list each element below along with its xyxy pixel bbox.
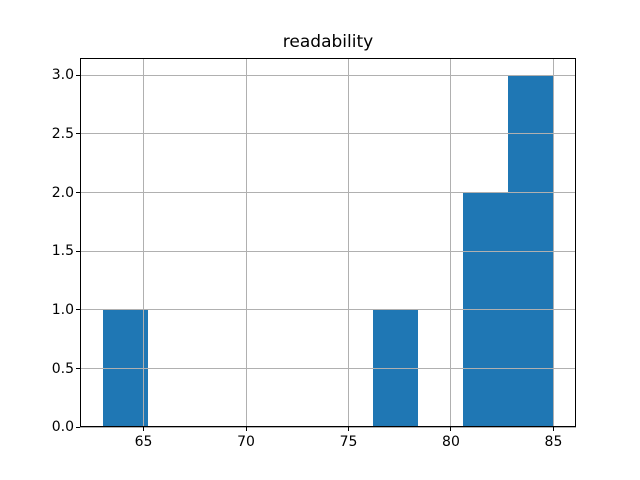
x-tick-label: 70 <box>237 434 255 451</box>
x-tick <box>347 427 349 432</box>
gridline-horizontal <box>80 192 576 194</box>
x-tick-label: 80 <box>442 434 460 451</box>
y-tick <box>76 192 80 194</box>
x-tick <box>450 427 452 432</box>
y-tick-label: 3.0 <box>51 67 74 84</box>
gridline-vertical <box>245 57 247 428</box>
gridline-vertical <box>450 57 452 428</box>
gridline-horizontal <box>80 74 576 76</box>
y-tick <box>76 426 80 428</box>
y-tick-label: 2.0 <box>51 184 74 201</box>
y-tick-label: 1.0 <box>51 301 74 318</box>
gridline-horizontal <box>80 250 576 252</box>
gridline-horizontal <box>80 426 576 428</box>
x-tick <box>143 427 145 432</box>
gridline-vertical <box>347 57 349 428</box>
y-tick-label: 0.5 <box>51 360 74 377</box>
y-tick <box>76 250 80 252</box>
y-tick-label: 0.0 <box>51 419 74 436</box>
x-tick-label: 75 <box>339 434 358 451</box>
gridline-vertical <box>552 57 554 428</box>
gridline-horizontal <box>80 368 576 370</box>
y-tick <box>76 309 80 311</box>
y-tick <box>76 368 80 370</box>
gridline-horizontal <box>80 309 576 311</box>
x-tick <box>245 427 247 432</box>
y-tick-label: 1.5 <box>51 243 74 260</box>
x-tick-label: 85 <box>544 434 563 451</box>
x-tick-label: 65 <box>134 434 153 451</box>
y-tick <box>76 133 80 135</box>
x-tick <box>552 427 554 432</box>
gridline-vertical <box>143 57 145 428</box>
gridline-horizontal <box>80 133 576 135</box>
chart-title: readability <box>282 32 374 52</box>
y-tick <box>76 74 80 76</box>
y-tick-label: 2.5 <box>51 125 74 142</box>
